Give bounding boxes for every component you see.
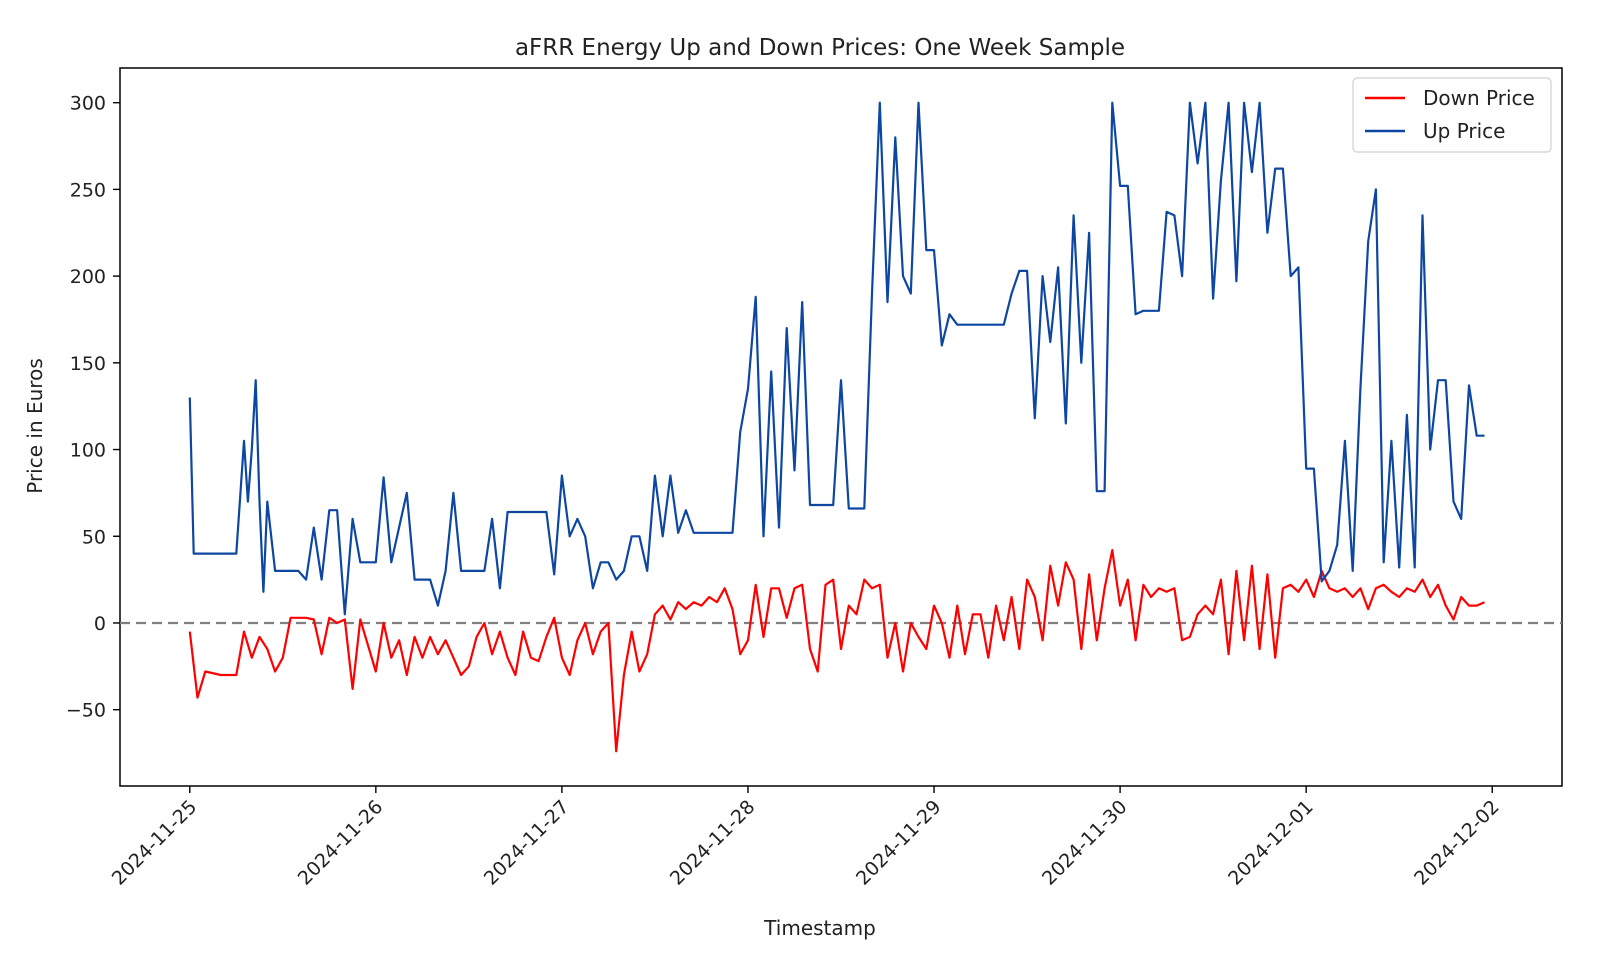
- legend-box: [1352, 77, 1552, 153]
- y-tick-label: 50: [82, 526, 106, 548]
- legend: Down Price Up Price: [1352, 77, 1552, 153]
- x-tick-label: 2024-11-30: [1038, 796, 1132, 890]
- y-axis-title: Price in Euros: [23, 358, 47, 494]
- y-tick-label: 300: [70, 93, 106, 115]
- y-tick-label: −50: [66, 700, 106, 722]
- x-tick-label: 2024-11-29: [852, 796, 946, 890]
- legend-label: Up Price: [1423, 119, 1505, 143]
- y-tick-label: 0: [94, 613, 106, 635]
- legend-label: Down Price: [1423, 86, 1535, 110]
- y-tick-label: 200: [70, 266, 106, 288]
- x-axis-title: Timestamp: [763, 916, 876, 940]
- x-axis: 2024-11-25 2024-11-26 2024-11-27 2024-11-28…: [108, 786, 1504, 890]
- y-tick-label: 150: [70, 353, 106, 375]
- x-tick-label: 2024-11-28: [666, 796, 760, 890]
- y-tick-label: 100: [70, 440, 106, 462]
- series-line-up-price: [188, 101, 1485, 616]
- series-line-down-price: [188, 548, 1485, 753]
- y-tick-label: 250: [70, 179, 106, 201]
- series-layer: [188, 101, 1485, 753]
- plot-frame: [119, 67, 1563, 787]
- chart-title: aFRR Energy Up and Down Prices: One Week…: [515, 35, 1125, 61]
- y-axis: 300 250 200 150 100 50 0 −50: [66, 93, 120, 722]
- x-tick-label: 2024-11-26: [294, 796, 388, 890]
- x-tick-label: 2024-11-27: [480, 796, 574, 890]
- x-tick-label: 2024-12-02: [1410, 796, 1504, 890]
- x-tick-label: 2024-12-01: [1224, 796, 1318, 890]
- x-tick-label: 2024-11-25: [108, 796, 202, 890]
